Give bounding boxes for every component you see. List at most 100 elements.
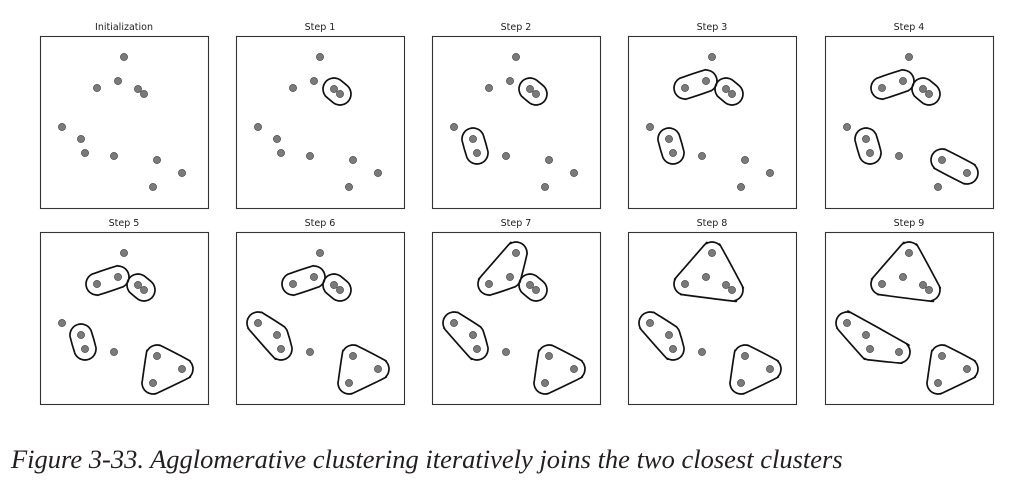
- cluster-outline: [281, 264, 326, 297]
- cluster-outline: [518, 273, 548, 302]
- panel-title: Step 6: [304, 218, 336, 229]
- data-point: [330, 281, 338, 289]
- data-point: [665, 331, 673, 339]
- data-point: [708, 53, 716, 61]
- data-point: [681, 84, 689, 92]
- cluster-outline: [477, 241, 529, 297]
- cluster-outline: [533, 344, 586, 395]
- panel-title: Step 1: [304, 22, 336, 33]
- data-point: [766, 365, 774, 373]
- data-point: [58, 123, 66, 131]
- data-point: [450, 123, 458, 131]
- data-point: [963, 365, 971, 373]
- cluster-outline: [518, 77, 548, 106]
- data-point: [374, 169, 382, 177]
- data-point: [728, 90, 736, 98]
- data-point: [532, 90, 540, 98]
- cluster-outline: [322, 273, 352, 302]
- cluster-outline: [835, 310, 911, 364]
- data-point: [934, 183, 942, 191]
- data-point: [919, 281, 927, 289]
- data-point: [149, 379, 157, 387]
- figure-caption: Figure 3-33. Agglomerative clustering it…: [11, 444, 843, 474]
- data-point: [349, 156, 357, 164]
- data-point: [934, 379, 942, 387]
- cluster-outline: [714, 77, 744, 106]
- data-point: [134, 85, 142, 93]
- data-point: [277, 345, 285, 353]
- data-point: [545, 156, 553, 164]
- data-point: [702, 77, 710, 85]
- data-point: [899, 77, 907, 85]
- cluster-outline: [638, 311, 685, 361]
- panel-1: [235, 35, 406, 210]
- data-point: [473, 345, 481, 353]
- data-point: [134, 281, 142, 289]
- panel-title: Step 2: [500, 22, 532, 33]
- data-point: [526, 85, 534, 93]
- data-point: [895, 348, 903, 356]
- data-point: [878, 84, 886, 92]
- data-point: [77, 135, 85, 143]
- panel-frame: [824, 231, 995, 406]
- data-point: [526, 281, 534, 289]
- data-point: [698, 348, 706, 356]
- data-point: [120, 249, 128, 257]
- data-point: [336, 90, 344, 98]
- data-point: [153, 352, 161, 360]
- cluster-outline: [246, 311, 293, 361]
- cluster-outline: [926, 344, 979, 395]
- data-point: [669, 149, 677, 157]
- data-point: [570, 169, 578, 177]
- cluster-outline: [673, 241, 745, 303]
- data-point: [895, 152, 903, 160]
- data-point: [681, 280, 689, 288]
- data-point: [310, 273, 318, 281]
- data-point: [469, 135, 477, 143]
- data-point: [277, 149, 285, 157]
- panel-2: [431, 35, 602, 210]
- data-point: [178, 365, 186, 373]
- cluster-outline: [141, 344, 194, 395]
- data-point: [866, 149, 874, 157]
- panel-title: Step 3: [696, 22, 728, 33]
- cluster-outline: [854, 127, 882, 165]
- data-point: [669, 345, 677, 353]
- cluster-outline: [442, 311, 489, 361]
- data-point: [58, 319, 66, 327]
- data-point: [728, 286, 736, 294]
- data-point: [345, 379, 353, 387]
- data-point: [81, 345, 89, 353]
- data-point: [899, 273, 907, 281]
- data-point: [273, 331, 281, 339]
- data-point: [110, 348, 118, 356]
- data-point: [140, 90, 148, 98]
- panel-frame: [824, 35, 995, 210]
- panel-title: Step 9: [893, 218, 925, 229]
- panel-3: [627, 35, 798, 210]
- data-point: [114, 77, 122, 85]
- data-point: [254, 123, 262, 131]
- data-point: [114, 273, 122, 281]
- data-point: [502, 348, 510, 356]
- data-point: [110, 152, 118, 160]
- data-point: [722, 85, 730, 93]
- data-point: [349, 352, 357, 360]
- data-point: [473, 149, 481, 157]
- data-point: [289, 84, 297, 92]
- data-point: [120, 53, 128, 61]
- data-point: [178, 169, 186, 177]
- data-point: [925, 90, 933, 98]
- cluster-outline: [657, 127, 685, 165]
- panel-title: Step 7: [500, 218, 532, 229]
- cluster-outline: [870, 241, 942, 303]
- data-point: [502, 152, 510, 160]
- data-point: [306, 152, 314, 160]
- panel-frame: [235, 35, 406, 210]
- data-point: [330, 85, 338, 93]
- cluster-outline: [870, 68, 915, 101]
- panel-4: [824, 35, 995, 210]
- data-point: [345, 183, 353, 191]
- data-point: [316, 249, 324, 257]
